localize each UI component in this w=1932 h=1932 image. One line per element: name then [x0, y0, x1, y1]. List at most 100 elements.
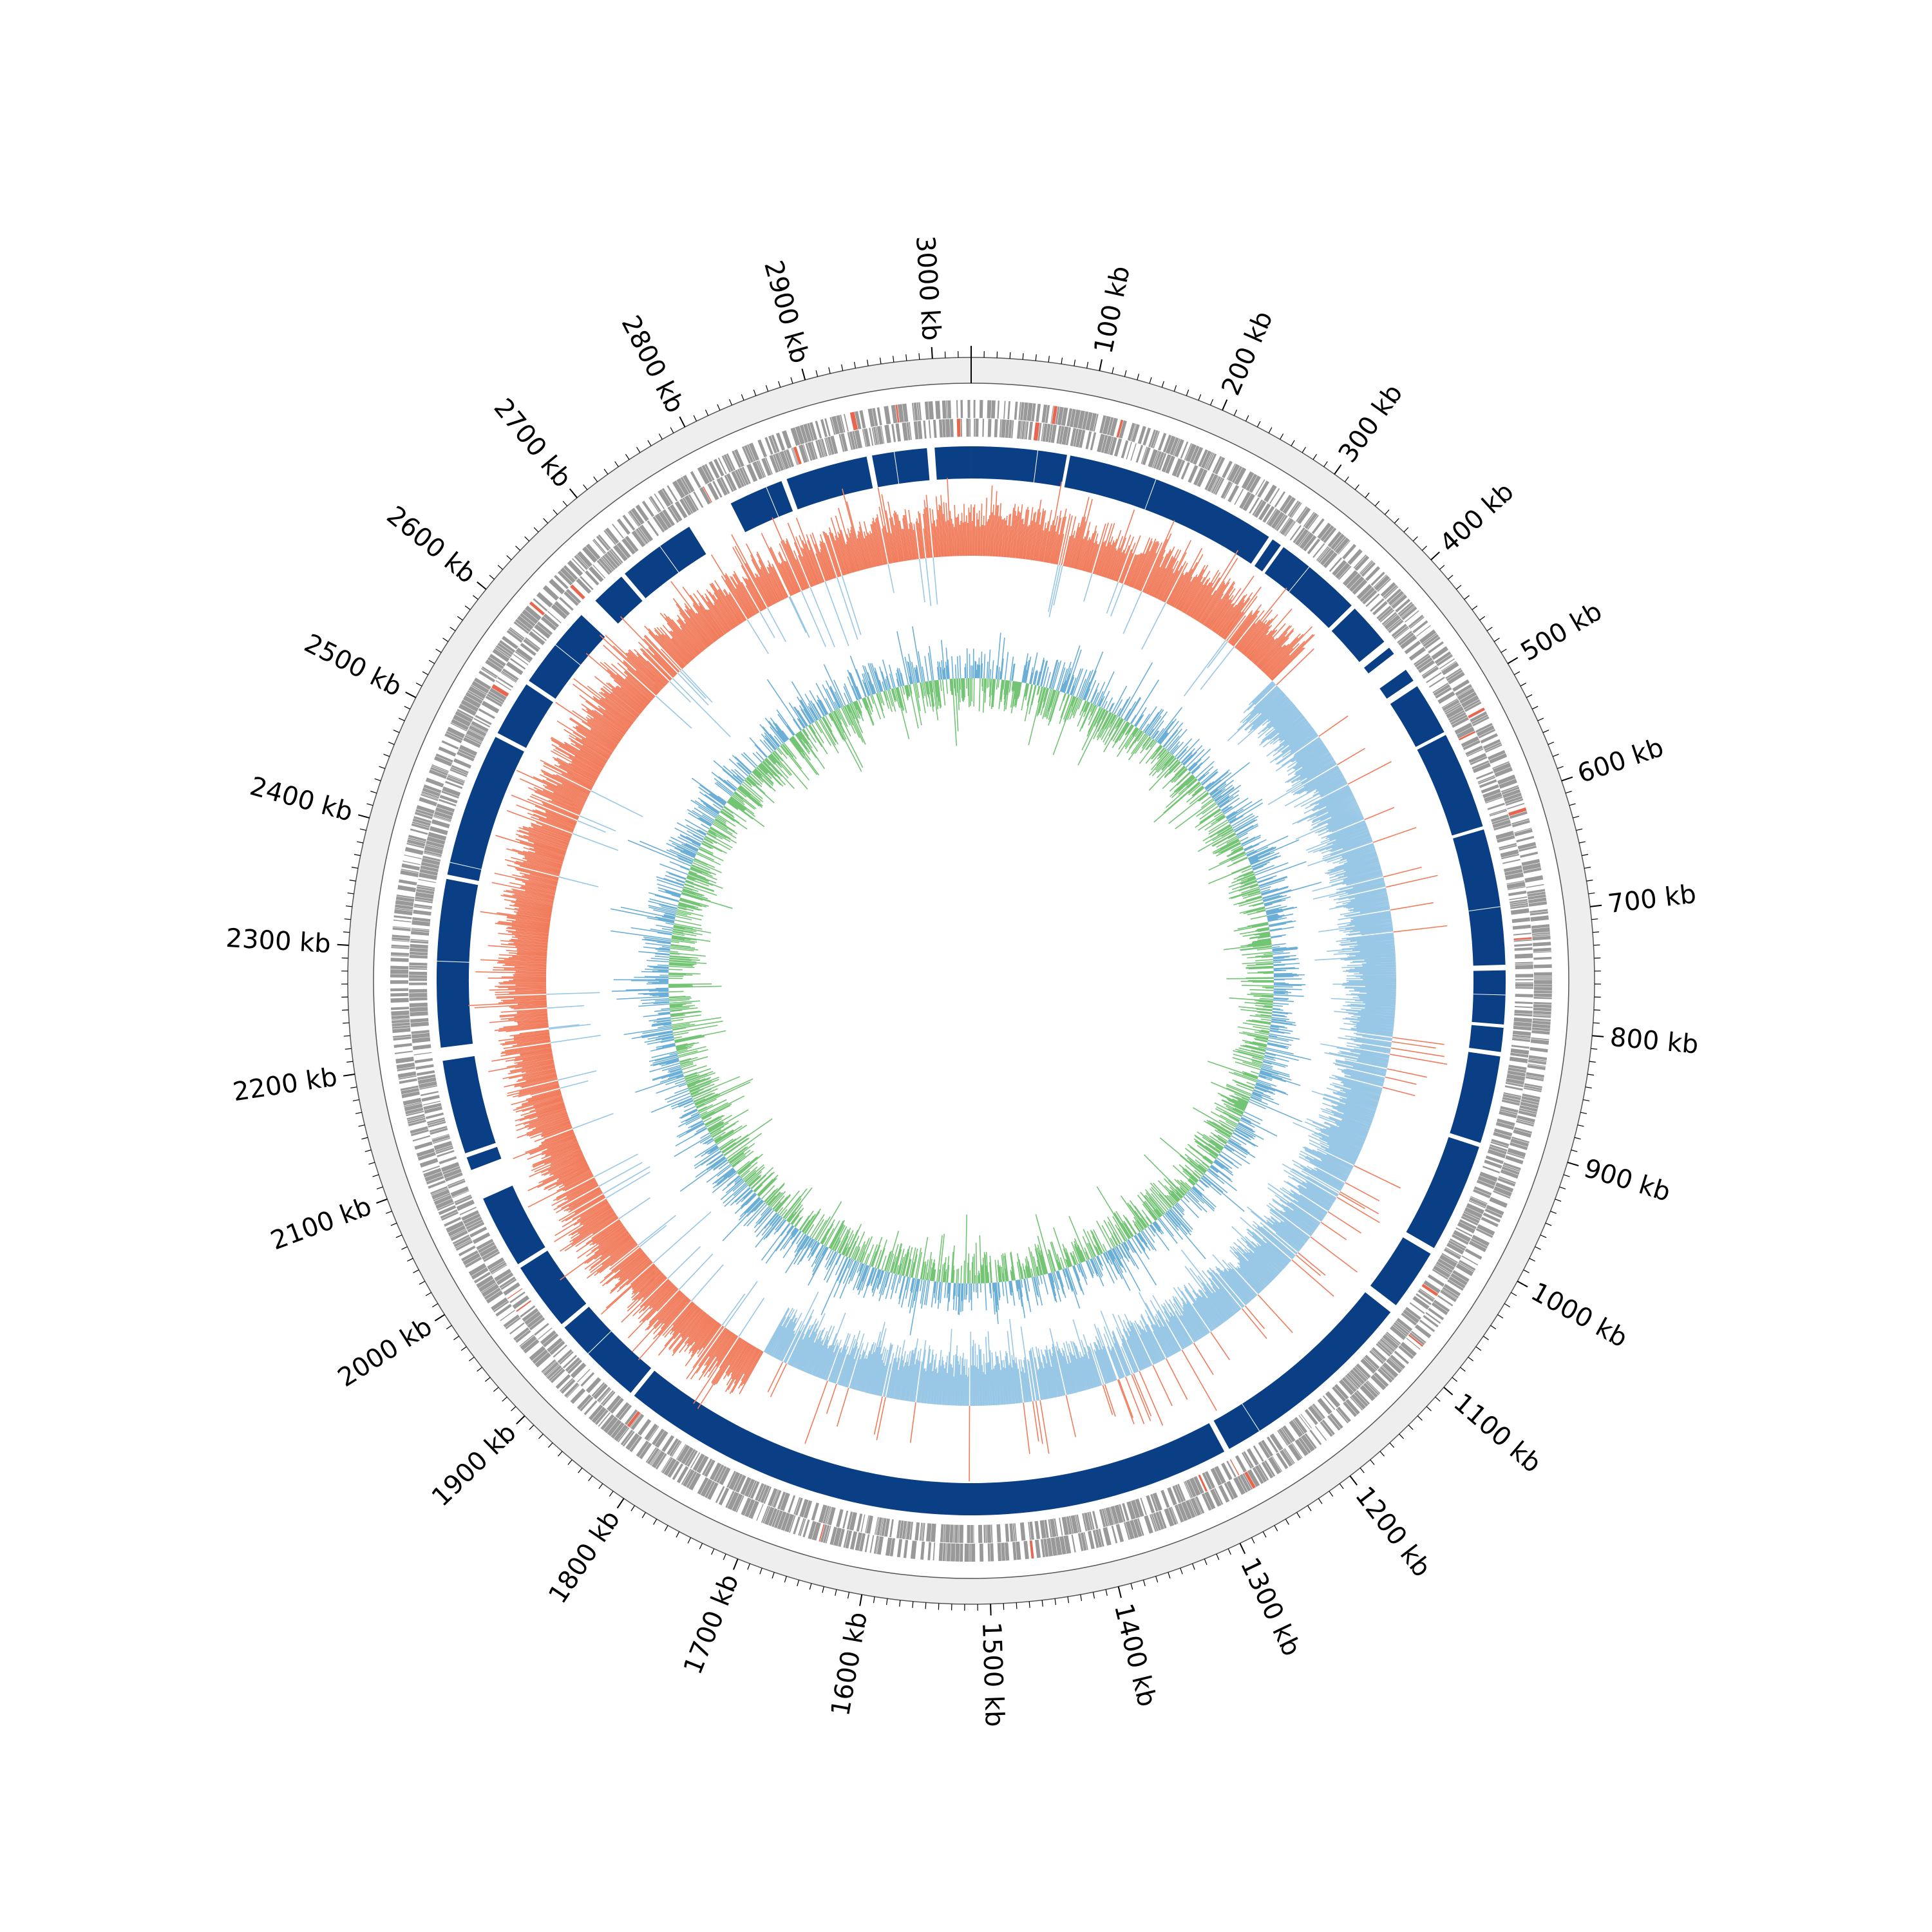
forward-gene [499, 639, 516, 653]
reverse-gene [758, 460, 766, 477]
forward-gene [1258, 1464, 1269, 1481]
forward-gene [625, 1433, 640, 1451]
tick-label: 2000 kb [333, 1312, 437, 1393]
reverse-gene [1204, 473, 1215, 491]
reverse-gene [967, 1524, 971, 1543]
reverse-gene [528, 630, 545, 645]
forward-gene [945, 1543, 947, 1562]
reverse-gene [1504, 869, 1523, 876]
reverse-gene [1514, 1010, 1533, 1014]
minor-tick [905, 354, 907, 361]
minor-tick [1497, 1314, 1504, 1319]
forward-gene [421, 793, 439, 800]
block-segment [595, 576, 643, 624]
forward-gene [833, 1528, 842, 1546]
minor-tick [1586, 879, 1593, 882]
block-segment [1064, 455, 1269, 564]
forward-gene [460, 699, 479, 712]
forward-gene [1181, 1501, 1192, 1520]
minor-tick [567, 1459, 573, 1465]
forward-gene [1495, 1182, 1514, 1193]
reverse-gene [631, 530, 646, 547]
forward-gene [1533, 978, 1552, 980]
reverse-gene [1515, 979, 1533, 981]
reverse-gene [1109, 437, 1117, 455]
forward-gene [495, 1303, 512, 1317]
forward-gene [433, 1193, 451, 1202]
reverse-gene [793, 446, 802, 465]
forward-gene [1109, 417, 1118, 437]
minor-tick [493, 1387, 499, 1392]
reverse-gene [1478, 776, 1496, 784]
minor-tick [1468, 1356, 1474, 1361]
forward-gene [1481, 1217, 1499, 1227]
reverse-gene [415, 891, 434, 899]
reverse-gene [1372, 1347, 1387, 1361]
forward-gene [771, 434, 780, 453]
major-tick [1507, 657, 1519, 665]
reverse-gene [1109, 1506, 1115, 1525]
reverse-gene [414, 1057, 433, 1064]
forward-gene [661, 1456, 672, 1473]
minor-tick [1417, 1416, 1423, 1421]
reverse-gene [600, 1390, 614, 1405]
reverse-gene [1023, 421, 1027, 440]
forward-gene [421, 793, 439, 801]
reverse-gene [1161, 454, 1171, 473]
reverse-gene [817, 439, 824, 458]
minor-tick [772, 1572, 775, 1579]
reverse-gene [467, 1222, 485, 1233]
forward-gene [1244, 1471, 1256, 1489]
reverse-gene [1140, 1497, 1148, 1515]
reverse-gene [639, 524, 654, 542]
reverse-gene [1344, 1376, 1358, 1390]
forward-gene [1173, 438, 1180, 456]
reverse-gene [473, 717, 491, 728]
reverse-gene [949, 1524, 954, 1543]
reverse-gene [1293, 1419, 1305, 1435]
reverse-gene [515, 651, 531, 663]
forward-gene [1443, 1283, 1461, 1296]
reverse-gene [811, 441, 818, 459]
minor-tick [1041, 1600, 1043, 1607]
reverse-gene [457, 751, 475, 762]
reverse-gene [1472, 760, 1490, 770]
reverse-gene [429, 826, 448, 835]
forward-gene [973, 400, 976, 419]
major-tick [1099, 359, 1103, 371]
reverse-gene [1514, 943, 1533, 947]
minor-tick [1061, 357, 1063, 365]
forward-gene [1353, 554, 1367, 569]
reverse-gene [596, 560, 611, 575]
reverse-gene [1332, 1386, 1347, 1402]
reverse-gene [768, 1488, 778, 1506]
reverse-gene [775, 453, 784, 471]
forward-gene [1528, 1058, 1547, 1062]
gc-skew-negative [546, 557, 1397, 1406]
forward-gene [650, 1450, 661, 1466]
minor-tick [457, 616, 463, 621]
forward-gene [605, 527, 620, 544]
forward-gene [831, 415, 840, 435]
block-segment [497, 684, 553, 748]
forward-gene [468, 1263, 487, 1276]
minor-tick [1584, 866, 1591, 869]
forward-gene [1168, 1507, 1177, 1525]
reverse-gene [1446, 1242, 1464, 1255]
reverse-gene [598, 1388, 612, 1403]
forward-gene [1132, 424, 1140, 442]
reverse-gene [1502, 858, 1520, 864]
reverse-gene [441, 790, 459, 799]
reverse-gene [1448, 1240, 1466, 1251]
reverse-gene [1512, 1036, 1531, 1040]
forward-gene [550, 1368, 565, 1383]
forward-gene [1137, 426, 1146, 444]
reverse-gene [732, 1473, 743, 1492]
minor-tick [1385, 509, 1390, 515]
reverse-gene [1455, 1227, 1473, 1237]
reverse-gene [1459, 1219, 1477, 1230]
reverse-gene [500, 1278, 517, 1291]
reverse-gene [1433, 684, 1450, 696]
reverse-gene [1481, 784, 1499, 794]
forward-gene [390, 958, 409, 962]
